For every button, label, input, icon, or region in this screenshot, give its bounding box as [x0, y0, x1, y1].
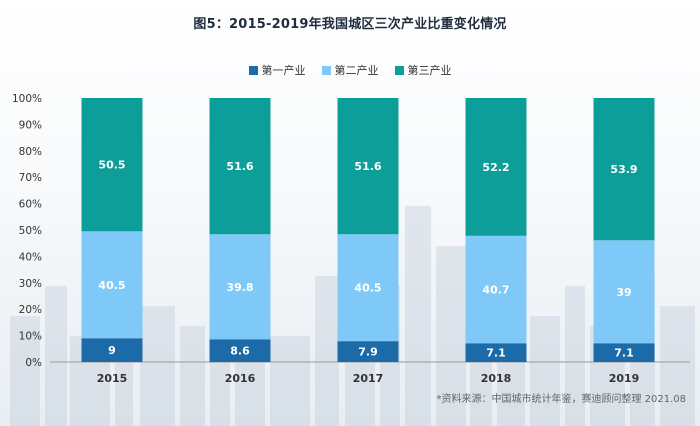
bar-segment-primary: [81, 338, 143, 362]
data-label: 40.7: [482, 284, 509, 297]
legend-label-tertiary: 第三产业: [407, 64, 452, 77]
data-label: 39: [616, 286, 631, 299]
data-label: 51.6: [226, 160, 253, 173]
legend-swatch-secondary: [321, 65, 331, 75]
x-tick-label: 2015: [97, 372, 128, 385]
data-label: 7.1: [486, 347, 506, 360]
bar-segment-tertiary: [465, 98, 527, 236]
bar-segment-tertiary: [337, 98, 399, 235]
y-tick-label: 80%: [19, 146, 42, 158]
y-tick-label: 60%: [19, 199, 42, 211]
bar-segment-tertiary: [593, 98, 655, 241]
y-tick-label: 50%: [19, 225, 42, 237]
y-tick-label: 30%: [19, 278, 42, 290]
source-note: *资料来源：中国城市统计年鉴，赛迪顾问整理 2021.08: [436, 394, 686, 405]
data-label: 8.6: [230, 345, 250, 358]
data-label: 7.9: [358, 346, 378, 359]
bar-segment-primary: [209, 339, 271, 362]
y-tick-label: 100%: [12, 93, 42, 105]
data-label: 40.5: [354, 282, 381, 295]
x-tick-label: 2018: [481, 372, 512, 385]
bar-segment-tertiary: [81, 98, 143, 232]
y-tick-label: 0%: [25, 357, 42, 369]
legend-item-secondary: 第二产业: [321, 62, 379, 78]
legend-item-primary: 第一产业: [248, 62, 306, 78]
y-tick-label: 90%: [19, 119, 42, 131]
bar-segment-primary: [465, 343, 527, 362]
x-tick-label: 2016: [225, 372, 256, 385]
bar-segment-secondary: [209, 234, 271, 340]
y-tick-label: 20%: [19, 304, 42, 316]
data-label: 52.2: [482, 161, 509, 174]
legend-label-secondary: 第二产业: [334, 64, 379, 77]
x-tick-label: 2017: [353, 372, 384, 385]
y-tick-label: 40%: [19, 251, 42, 263]
data-label: 50.5: [98, 159, 125, 172]
bar-segment-primary: [337, 341, 399, 362]
bar-segment-secondary: [593, 240, 655, 344]
chart-title: 图5：2015-2019年我国城区三次产业比重变化情况: [193, 17, 507, 32]
data-label: 40.5: [98, 279, 125, 292]
x-tick-label: 2019: [609, 372, 640, 385]
data-label: 39.8: [226, 281, 253, 294]
bar-segment-secondary: [465, 235, 527, 344]
data-label: 53.9: [610, 163, 637, 176]
data-label: 51.6: [354, 160, 381, 173]
bar-segment-tertiary: [209, 98, 271, 235]
bar-segment-secondary: [337, 234, 399, 342]
legend-label-primary: 第一产业: [261, 64, 306, 77]
data-label: 9: [108, 344, 116, 357]
bar-segment-primary: [593, 343, 655, 362]
legend: 第一产业 第二产业 第三产业: [0, 62, 700, 78]
data-label: 7.1: [614, 347, 634, 360]
legend-swatch-tertiary: [394, 65, 404, 75]
y-tick-label: 10%: [19, 331, 42, 343]
legend-item-tertiary: 第三产业: [394, 62, 452, 78]
y-tick-label: 70%: [19, 172, 42, 184]
legend-swatch-primary: [248, 65, 258, 75]
bar-segment-secondary: [81, 231, 143, 339]
